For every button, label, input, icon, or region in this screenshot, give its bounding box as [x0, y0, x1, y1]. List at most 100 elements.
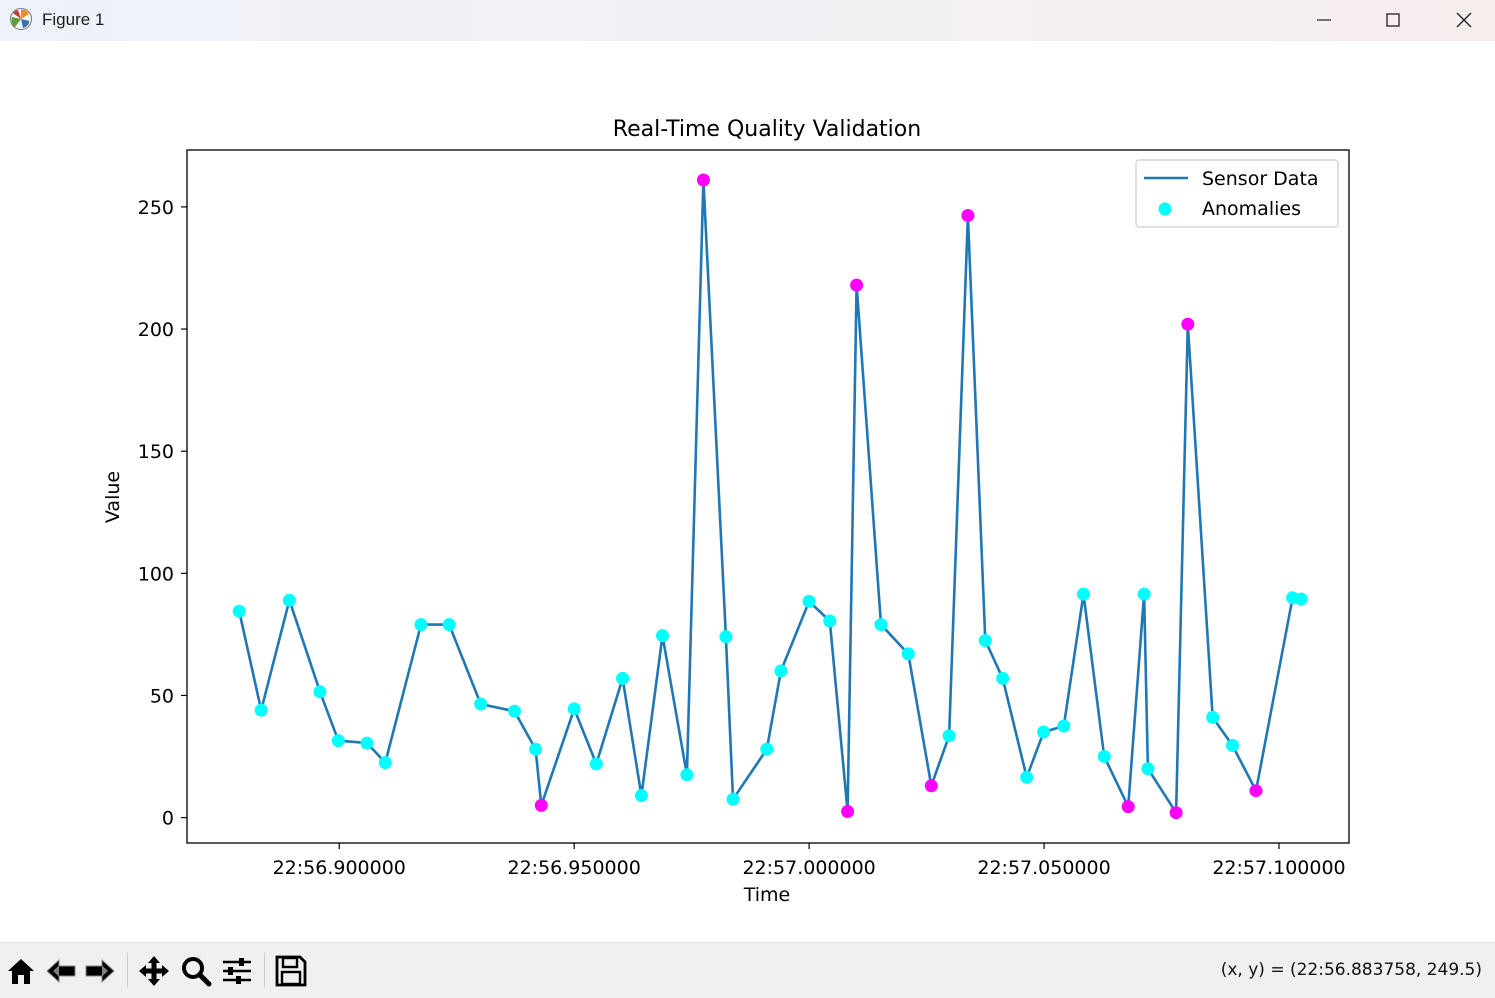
data-point [823, 614, 837, 628]
data-point [1226, 739, 1239, 752]
data-point [760, 742, 774, 756]
data-point [254, 703, 268, 717]
data-point [1057, 719, 1071, 733]
y-tick-label: 50 [150, 685, 174, 707]
data-point [680, 768, 694, 782]
anomaly-point [534, 798, 548, 812]
x-tick-label: 22:57.100000 [1212, 857, 1345, 879]
data-point [378, 756, 392, 770]
sliders-icon [223, 958, 251, 984]
back-arrow-icon [46, 958, 76, 984]
data-point [616, 671, 630, 685]
data-point [978, 634, 992, 647]
data-point [529, 742, 543, 756]
data-point [313, 685, 327, 699]
matplotlib-logo-icon [10, 8, 32, 30]
home-button[interactable] [2, 952, 40, 990]
data-point [567, 702, 581, 716]
data-point [282, 593, 296, 607]
y-tick-label: 150 [138, 441, 174, 463]
data-point [874, 618, 888, 632]
data-point [1206, 710, 1220, 724]
toolbar-separator [127, 953, 128, 987]
data-point [232, 604, 246, 618]
maximize-button[interactable] [1363, 0, 1423, 41]
minimize-button[interactable] [1294, 0, 1354, 41]
data-point [901, 647, 915, 661]
move-icon [139, 956, 169, 986]
forward-button[interactable] [81, 952, 119, 990]
floppy-disk-icon [275, 955, 307, 987]
plot-area [187, 150, 1349, 843]
configure-subplots-button[interactable] [218, 952, 256, 990]
anomaly-point [850, 278, 864, 292]
data-point [1037, 725, 1051, 739]
data-point [1020, 770, 1034, 784]
anomaly-point [1249, 784, 1263, 798]
data-point [726, 792, 740, 806]
cursor-coordinates: (x, y) = (22:56.883758, 249.5) [1220, 960, 1482, 980]
chart[interactable]: Real-Time Quality Validation 22:56.90000… [0, 41, 1495, 940]
legend-label-sensor-data: Sensor Data [1202, 168, 1319, 190]
anomaly-point [841, 805, 855, 818]
x-tick-label: 22:56.900000 [273, 857, 406, 879]
data-point [414, 618, 428, 632]
magnifier-icon [182, 957, 212, 987]
data-point [442, 618, 456, 632]
y-axis-label: Value [102, 471, 124, 523]
y-tick-label: 0 [162, 808, 174, 830]
anomaly-point [961, 209, 975, 222]
pan-button[interactable] [135, 952, 173, 990]
close-icon [1456, 12, 1472, 28]
data-point [331, 734, 345, 748]
chart-title: Real-Time Quality Validation [613, 117, 921, 142]
plot-frame [186, 149, 1350, 844]
window-title: Figure 1 [42, 10, 105, 29]
x-tick-label: 22:56.950000 [508, 857, 641, 879]
y-axis-ticks: 0 50 100 150 200 250 [138, 197, 187, 830]
sensor-data-series [237, 178, 1302, 815]
toolbar-separator [264, 953, 265, 987]
data-point [360, 736, 374, 750]
data-point [634, 789, 648, 803]
sensor-data-line [237, 178, 1302, 815]
anomaly-point [1121, 800, 1135, 814]
data-point [474, 697, 488, 711]
data-point [1294, 592, 1308, 606]
window-titlebar: Figure 1 [0, 0, 1495, 41]
anomaly-markers [232, 173, 1308, 820]
y-tick-label: 100 [138, 563, 174, 585]
maximize-icon [1386, 13, 1400, 27]
close-button[interactable] [1434, 0, 1494, 41]
forward-arrow-icon [85, 958, 115, 984]
x-axis-label: Time [743, 884, 791, 906]
zoom-button[interactable] [177, 952, 215, 990]
navigation-toolbar: (x, y) = (22:56.883758, 249.5) [0, 942, 1495, 998]
legend-marker-swatch [1158, 202, 1172, 216]
data-point [508, 704, 521, 718]
x-axis-ticks: 22:56.900000 22:56.950000 22:57.000000 22:5… [273, 843, 1346, 879]
data-point [1097, 750, 1111, 763]
data-point [1141, 762, 1155, 776]
save-button[interactable] [272, 952, 310, 990]
data-point [1137, 587, 1151, 601]
data-point [1077, 587, 1090, 601]
anomaly-point [696, 173, 710, 187]
anomaly-point [1169, 806, 1183, 820]
data-point [802, 594, 816, 608]
minimize-icon [1317, 19, 1331, 21]
data-point [719, 630, 733, 644]
x-tick-label: 22:57.050000 [977, 857, 1110, 879]
figure-canvas[interactable]: Real-Time Quality Validation 22:56.90000… [0, 41, 1495, 940]
back-button[interactable] [42, 952, 80, 990]
data-point [996, 671, 1010, 685]
data-point [589, 757, 603, 771]
y-tick-label: 200 [138, 319, 174, 341]
data-point [942, 729, 956, 743]
anomaly-point [924, 779, 938, 793]
data-point [774, 664, 788, 678]
legend: Sensor Data Anomalies [1135, 159, 1339, 228]
anomaly-point [1181, 317, 1195, 331]
home-icon [8, 959, 34, 984]
x-tick-label: 22:57.000000 [742, 857, 875, 879]
